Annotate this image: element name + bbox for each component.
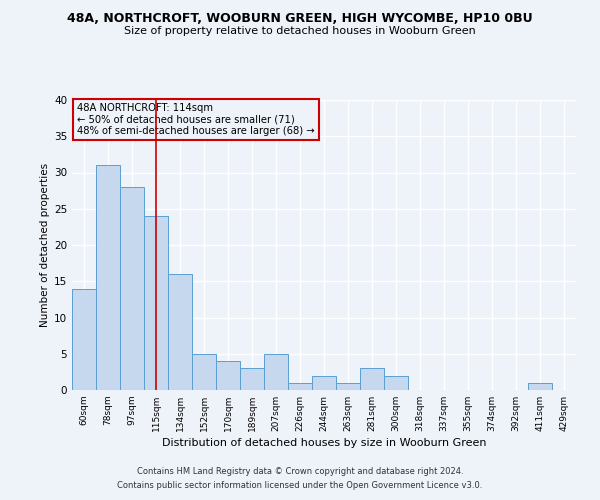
Text: Size of property relative to detached houses in Wooburn Green: Size of property relative to detached ho… bbox=[124, 26, 476, 36]
Bar bbox=[336, 383, 360, 390]
Bar bbox=[96, 165, 120, 390]
Bar bbox=[240, 368, 264, 390]
Y-axis label: Number of detached properties: Number of detached properties bbox=[40, 163, 50, 327]
Bar bbox=[192, 354, 216, 390]
Text: Contains HM Land Registry data © Crown copyright and database right 2024.: Contains HM Land Registry data © Crown c… bbox=[137, 467, 463, 476]
Text: Contains public sector information licensed under the Open Government Licence v3: Contains public sector information licen… bbox=[118, 481, 482, 490]
Bar bbox=[168, 274, 192, 390]
X-axis label: Distribution of detached houses by size in Wooburn Green: Distribution of detached houses by size … bbox=[162, 438, 486, 448]
Bar bbox=[120, 187, 144, 390]
Bar bbox=[144, 216, 168, 390]
Bar bbox=[360, 368, 384, 390]
Bar bbox=[312, 376, 336, 390]
Bar bbox=[384, 376, 408, 390]
Bar bbox=[216, 361, 240, 390]
Bar bbox=[528, 383, 552, 390]
Bar bbox=[264, 354, 288, 390]
Bar bbox=[72, 288, 96, 390]
Text: 48A NORTHCROFT: 114sqm
← 50% of detached houses are smaller (71)
48% of semi-det: 48A NORTHCROFT: 114sqm ← 50% of detached… bbox=[77, 103, 314, 136]
Text: 48A, NORTHCROFT, WOOBURN GREEN, HIGH WYCOMBE, HP10 0BU: 48A, NORTHCROFT, WOOBURN GREEN, HIGH WYC… bbox=[67, 12, 533, 26]
Bar bbox=[288, 383, 312, 390]
